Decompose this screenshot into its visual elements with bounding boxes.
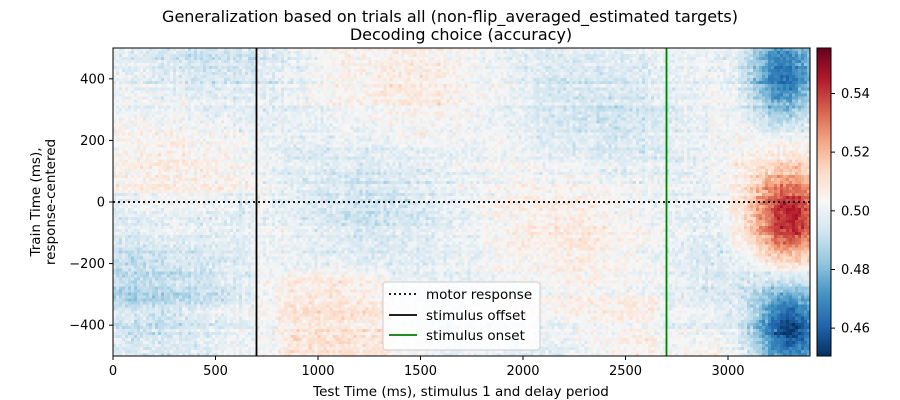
y-axis: 400 200 0 −200 −400	[69, 72, 113, 334]
x-tick-label: 1000	[301, 364, 334, 379]
y-tick-label: −200	[69, 257, 105, 272]
x-tick-label: 2500	[609, 364, 642, 379]
y-tick-label: 400	[80, 72, 105, 87]
legend-label-stimulus-offset: stimulus offset	[426, 308, 526, 324]
y-tick-label: 0	[97, 196, 105, 211]
colorbar-tick-label: 0.48	[841, 263, 870, 278]
x-tick-label: 2000	[506, 364, 539, 379]
colorbar-tick-label: 0.52	[841, 146, 870, 161]
colorbar-tick-label: 0.50	[841, 204, 870, 219]
colorbar-tick-label: 0.46	[841, 322, 870, 337]
legend-label-stimulus-onset: stimulus onset	[426, 328, 525, 344]
reference-lines	[113, 48, 810, 356]
x-tick-label: 0	[109, 364, 117, 379]
colorbar	[817, 48, 831, 356]
y-axis-label-line-1: Train Time (ms),	[28, 147, 44, 257]
x-tick-label: 500	[203, 364, 228, 379]
colorbar-tick-label: 0.54	[841, 87, 870, 102]
y-tick-label: −400	[69, 319, 105, 334]
colorbar-axis: 0.54 0.52 0.50 0.48 0.46	[831, 87, 870, 337]
x-tick-label: 1500	[404, 364, 437, 379]
legend: motor response stimulus offset stimulus …	[382, 281, 541, 351]
colorbar-frame	[816, 47, 832, 357]
x-tick-label: 3000	[711, 364, 744, 379]
y-axis-label-line-2: response-centered	[43, 139, 59, 265]
x-axis-label: Test Time (ms), stimulus 1 and delay per…	[312, 384, 609, 400]
chart-title: Generalization based on trials all (non-…	[162, 7, 738, 27]
legend-box	[382, 281, 541, 351]
chart-subtitle: Decoding choice (accuracy)	[350, 25, 572, 44]
legend-label-motor-response: motor response	[426, 287, 532, 303]
y-tick-label: 200	[80, 134, 105, 149]
x-axis: 0 500 1000 1500 2000 2500 3000	[109, 356, 745, 379]
